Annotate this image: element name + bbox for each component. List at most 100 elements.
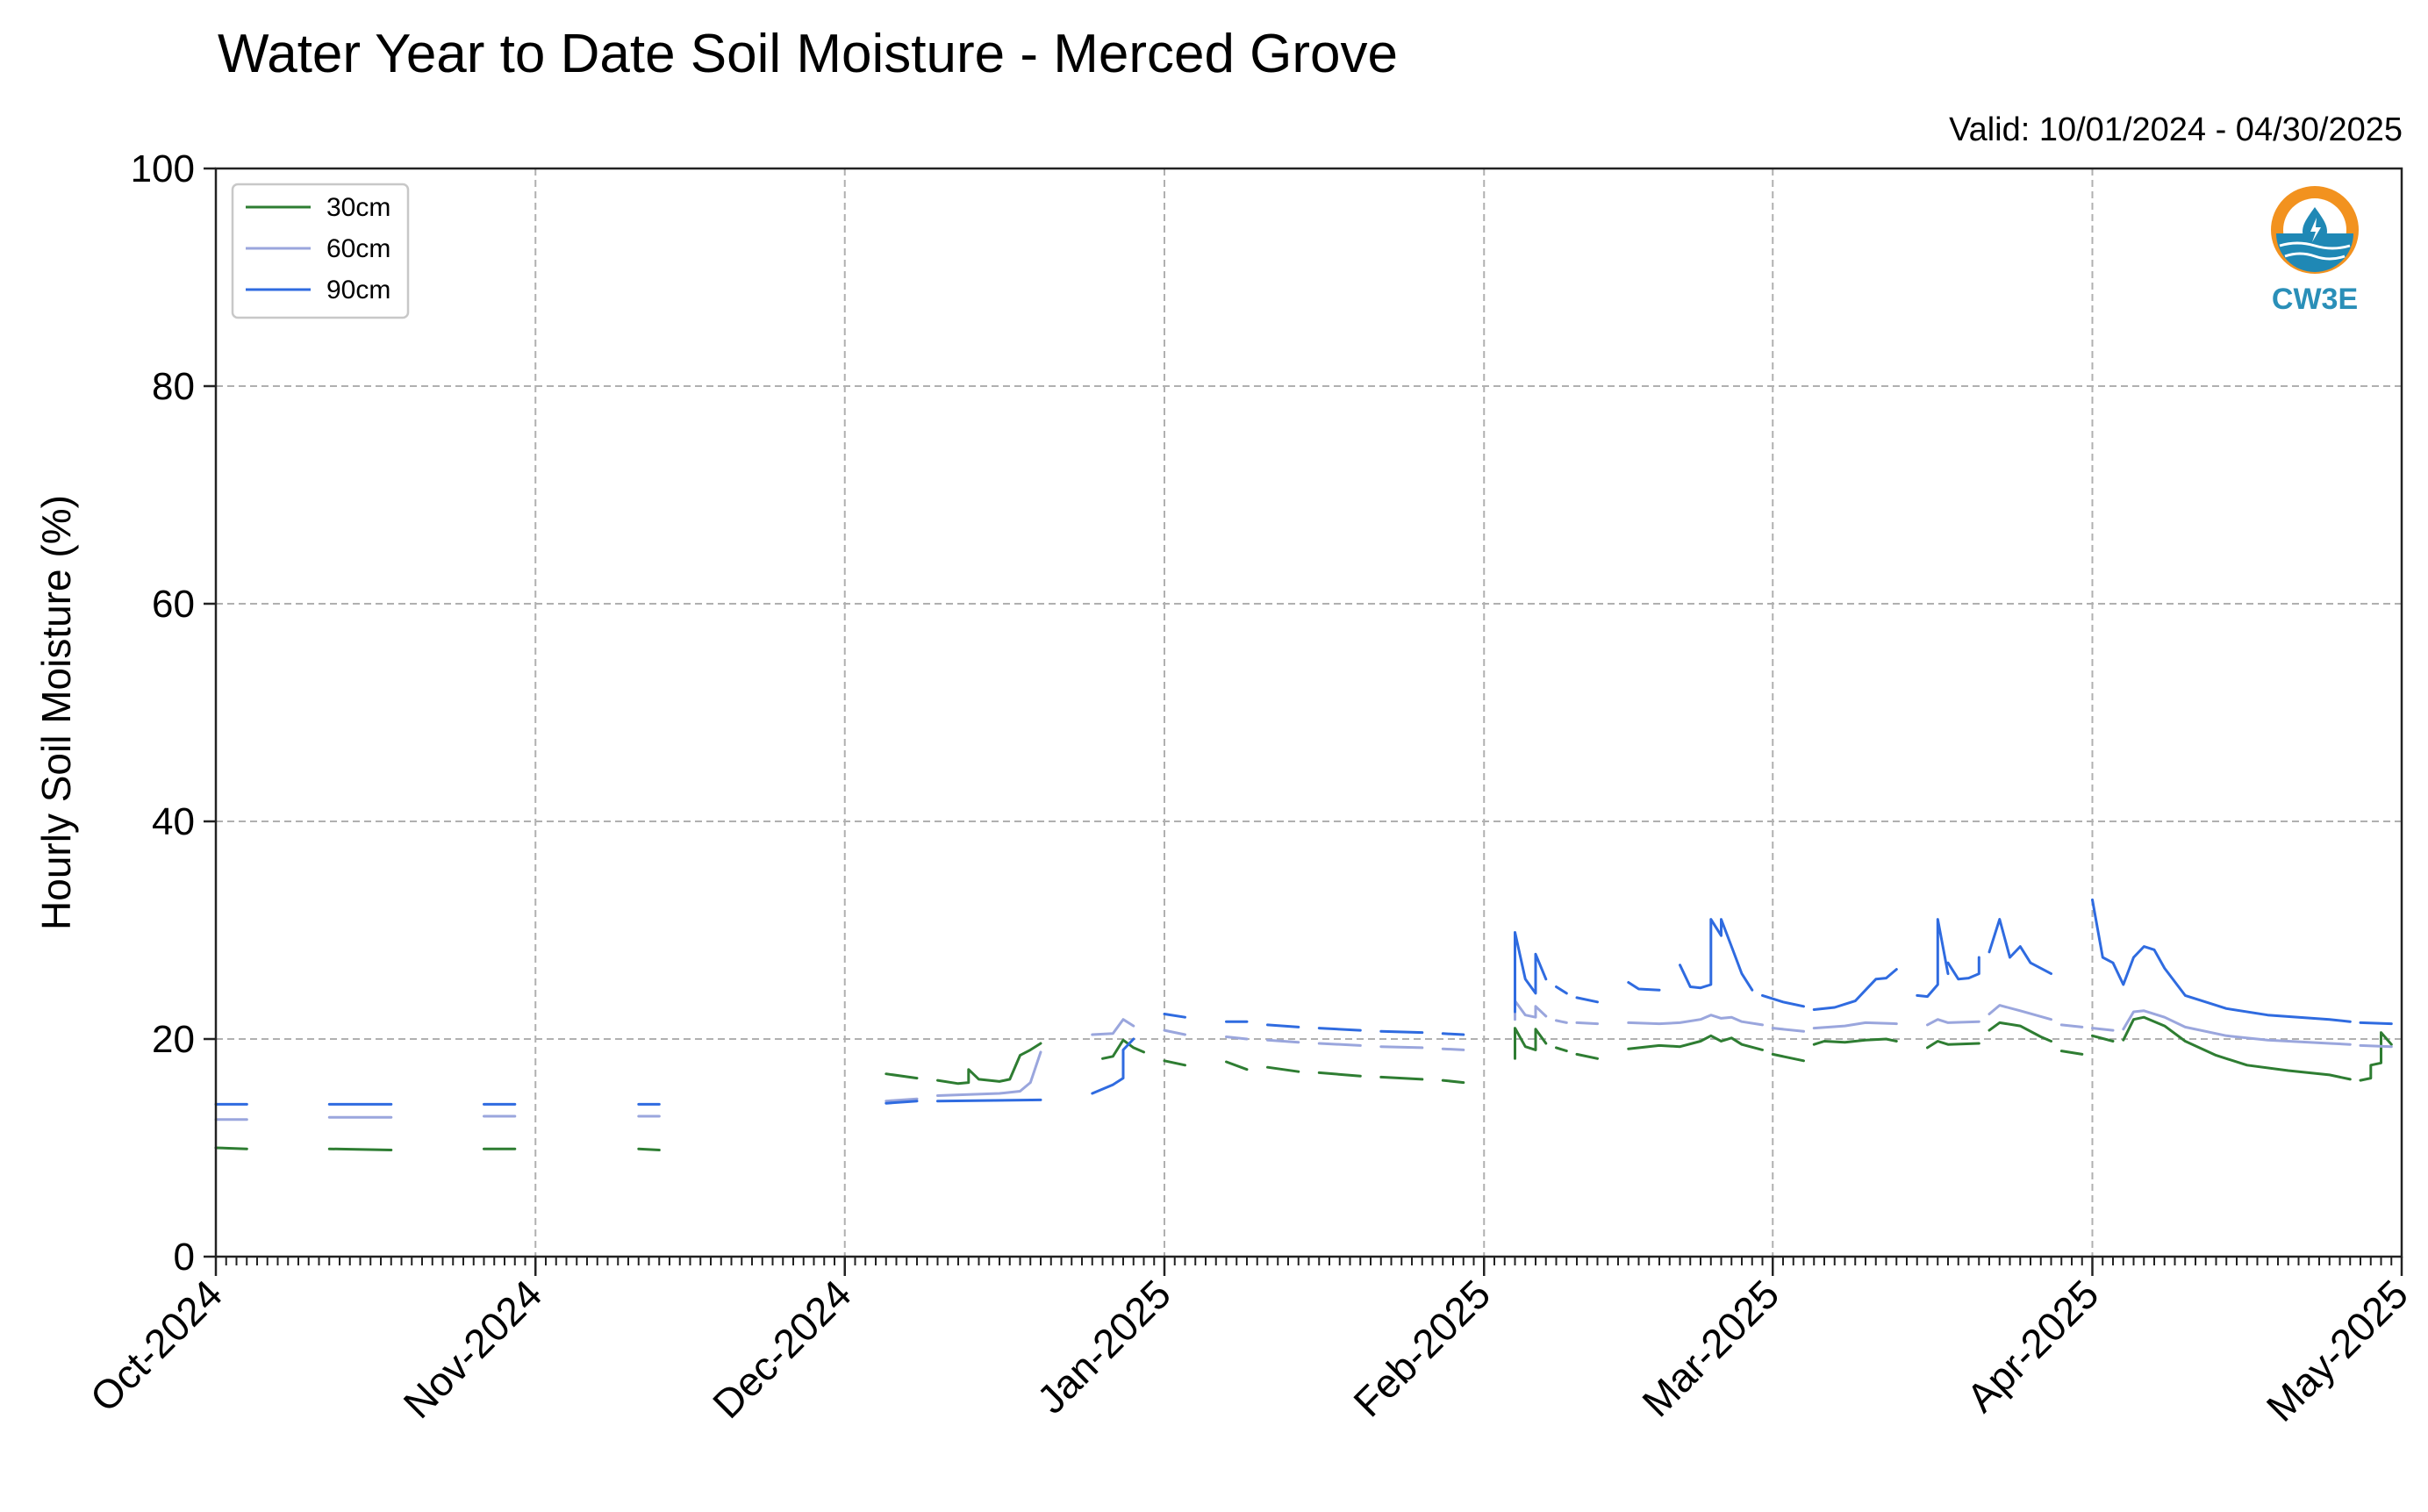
series-line-segment: [1266, 1065, 1300, 1073]
x-tick-label: Jan-2025: [1028, 1271, 1179, 1422]
series-line-segment: [2122, 1015, 2352, 1081]
series-line-segment: [936, 1050, 1042, 1097]
series-line-segment: [1514, 931, 1548, 1014]
chart-title: Water Year to Date Soil Moisture - Merce…: [218, 24, 1398, 84]
logo-wave-stripe: [2284, 252, 2346, 261]
series-line-segment: [1679, 918, 1754, 992]
x-tick-label: May-2025: [2258, 1271, 2417, 1430]
series-line-segment: [1812, 968, 1898, 1011]
x-tick-label: Apr-2025: [1958, 1271, 2108, 1421]
logo-text: CW3E: [2272, 283, 2358, 316]
series-line-segment: [2059, 1023, 2084, 1028]
plot-frame: [214, 167, 2403, 1258]
series-line-segment: [1627, 1014, 1764, 1027]
series-line-segment: [1266, 1038, 1300, 1044]
series-line-segment: [637, 1147, 661, 1151]
x-tick-label: Oct-2024: [82, 1271, 232, 1421]
series-line-segment: [1946, 956, 1980, 981]
series-line-segment: [1916, 918, 1950, 999]
series-line-segment: [1575, 996, 1599, 1004]
x-tick-label: Mar-2025: [1633, 1271, 1787, 1425]
y-tick-label: 100: [131, 147, 195, 190]
legend-label: 30cm: [326, 193, 390, 222]
series-line-segment: [1101, 1038, 1145, 1060]
series-line-segment: [885, 1072, 919, 1080]
series-line-segment: [2359, 1031, 2393, 1082]
series-line-segment: [1163, 1028, 1186, 1036]
series-line-segment: [885, 1100, 919, 1105]
series-line-segment: [1266, 1023, 1300, 1028]
series-line-segment: [1317, 1071, 1362, 1078]
series-line-segment: [1163, 1013, 1186, 1019]
series-60cm: [214, 1000, 2393, 1121]
logo-wave-stripe: [2279, 241, 2351, 250]
series-line-segment: [1988, 1021, 2052, 1043]
series-line-segment: [1514, 1027, 1548, 1060]
series-line-segment: [1555, 1046, 1568, 1053]
series-line-segment: [327, 1147, 393, 1151]
series-line-segment: [2359, 1043, 2393, 1049]
x-tick-label: Dec-2024: [704, 1271, 860, 1427]
series-line-segment: [1317, 1042, 1362, 1047]
series-line-segment: [936, 1042, 1042, 1086]
series-line-segment: [1441, 1047, 1465, 1051]
x-tick-label: Feb-2025: [1344, 1271, 1499, 1425]
legend: 30cm 60cm 90cm: [231, 183, 410, 319]
series-line-segment: [1627, 1034, 1764, 1051]
series-line-segment: [1379, 1029, 1424, 1035]
series-line-segment: [2091, 1027, 2115, 1032]
series-line-segment: [1761, 993, 1805, 1008]
lightning-icon: [2310, 218, 2321, 242]
series-line-segment: [214, 1146, 248, 1150]
series-line-segment: [1441, 1078, 1465, 1085]
y-tick-label: 40: [152, 800, 195, 843]
series-line-segment: [2091, 898, 2352, 1023]
series-line-segment: [1379, 1075, 1424, 1081]
series-line-segment: [1163, 1059, 1186, 1067]
series-line-segment: [1225, 1060, 1249, 1071]
y-tick-label: 80: [152, 365, 195, 408]
series-line-segment: [2059, 1050, 2084, 1056]
series-line-segment: [1926, 1040, 1980, 1050]
series-line-segment: [1771, 1027, 1805, 1033]
y-axis-label: Hourly Soil Moisture (%): [33, 495, 79, 930]
series-90cm: [214, 898, 2393, 1106]
series-line-segment: [1812, 1021, 1898, 1030]
legend-label: 90cm: [326, 276, 390, 305]
x-axis: Oct-2024 Nov-2024 Dec-2024 Jan-2025 Feb-2025…: [82, 1257, 2417, 1430]
series-line-segment: [1812, 1037, 1898, 1046]
series-line-segment: [1317, 1027, 1362, 1032]
series-line-segment: [2091, 1034, 2115, 1043]
series-line-segment: [1091, 1037, 1135, 1095]
series-line-segment: [1575, 1052, 1599, 1060]
gridlines: [216, 168, 2402, 1257]
series-line-segment: [1555, 985, 1568, 995]
valid-date-range: Valid: 10/01/2024 - 04/30/2025: [1949, 111, 2403, 148]
series-line-segment: [1091, 1018, 1135, 1036]
series-line-segment: [1771, 1052, 1805, 1063]
series-line-segment: [2122, 1009, 2352, 1046]
series-line-segment: [1555, 1019, 1568, 1024]
y-axis: 0 20 40 60 80 100: [131, 147, 216, 1279]
series-line-segment: [1379, 1045, 1424, 1050]
y-tick-label: 60: [152, 583, 195, 626]
series-line-segment: [1926, 1018, 1980, 1027]
series-line-segment: [1225, 1035, 1249, 1041]
series-line-segment: [1575, 1021, 1599, 1026]
y-tick-label: 0: [174, 1236, 195, 1279]
cw3e-logo: CW3E: [2271, 186, 2359, 316]
data-lines: [214, 898, 2393, 1151]
legend-box: [231, 183, 410, 319]
series-line-segment: [885, 1097, 919, 1103]
series-line-segment: [1441, 1032, 1465, 1036]
series-line-segment: [1627, 981, 1661, 992]
legend-label: 60cm: [326, 234, 390, 263]
series-line-segment: [1988, 1004, 2052, 1021]
series-line-segment: [2359, 1021, 2393, 1026]
x-tick-label: Nov-2024: [395, 1271, 551, 1427]
series-line-segment: [1988, 918, 2052, 976]
series-30cm: [214, 1015, 2393, 1151]
y-tick-label: 20: [152, 1018, 195, 1061]
series-line-segment: [1514, 1000, 1548, 1021]
